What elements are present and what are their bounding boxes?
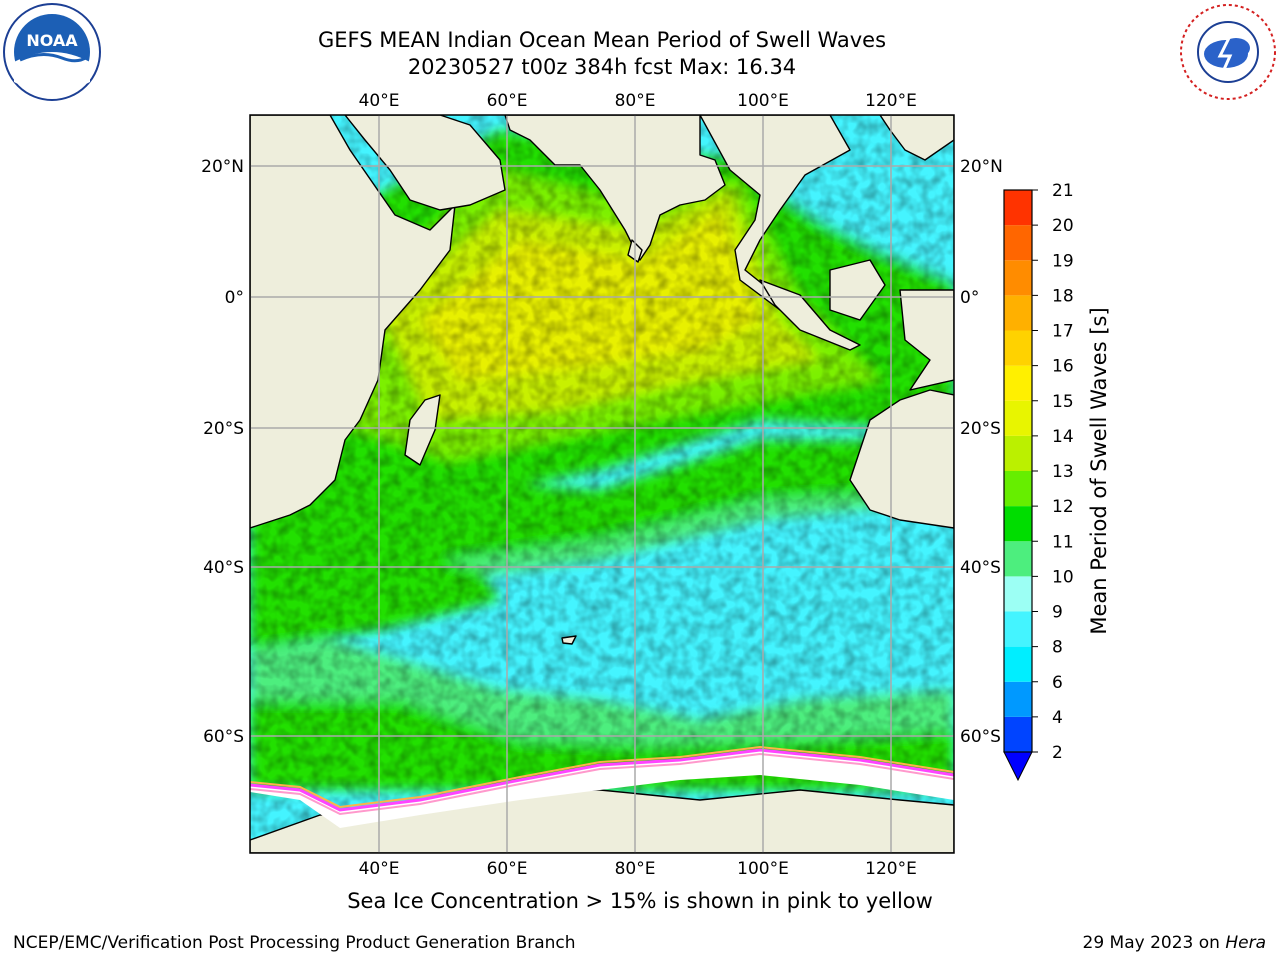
sea-ice-fill: [250, 750, 954, 828]
footer-date: 29 May 2023 on Hera: [1083, 933, 1267, 953]
lat-tick-right-2: 20°S: [960, 419, 1001, 439]
sea-ice-caption: Sea Ice Concentration > 15% is shown in …: [347, 889, 933, 913]
lat-tick-left-4: 60°S: [203, 727, 244, 747]
lon-tick-top-4: 120°E: [865, 91, 917, 111]
colorbar-segment-15: [1004, 190, 1032, 226]
noaa-logo-text: NOAA: [26, 31, 78, 50]
lon-tick-bottom-1: 60°E: [487, 859, 528, 879]
lat-tick-right-3: 40°S: [960, 558, 1001, 578]
land-africa: [250, 115, 456, 529]
colorbar-label: Mean Period of Swell Waves [s]: [1087, 307, 1111, 634]
land-australia: [849, 389, 954, 529]
colorbar-segment-6: [1004, 506, 1032, 542]
colorbar-segment-1: [1004, 681, 1032, 717]
colorbar-tick-label-7: 12: [1052, 497, 1074, 517]
colorbar-tick-label-12: 17: [1052, 322, 1074, 342]
land-madagascar: [404, 394, 441, 466]
colorbar-segment-0: [1004, 716, 1032, 752]
colorbar-segment-10: [1004, 365, 1032, 401]
noaa-logo: NOAA: [3, 3, 101, 101]
lat-tick-left-2: 20°S: [203, 419, 244, 439]
colorbar-segment-13: [1004, 260, 1032, 296]
lon-tick-top-2: 80°E: [615, 91, 656, 111]
lon-tick-bottom-0: 40°E: [359, 859, 400, 879]
colorbar-tick-label-6: 11: [1052, 532, 1074, 552]
colorbar-segment-7: [1004, 471, 1032, 507]
lat-tick-right-0: 20°N: [960, 157, 1003, 177]
colorbar-tick-label-5: 10: [1052, 567, 1074, 587]
colorbar-tick-label-13: 18: [1052, 286, 1074, 306]
lat-tick-right-1: 0°: [960, 288, 979, 308]
colorbar-tick-label-14: 19: [1052, 251, 1074, 271]
colorbar-segment-12: [1004, 295, 1032, 331]
colorbar-tick-label-0: 2: [1052, 743, 1063, 763]
ice-edge-pink: [250, 748, 954, 812]
colorbar-tick-label-10: 15: [1052, 392, 1074, 412]
chart-title: GEFS MEAN Indian Ocean Mean Period of Sw…: [317, 28, 887, 52]
colorbar-tick-label-2: 6: [1052, 673, 1063, 693]
lat-ticks-right: 20°N 0° 20°S 40°S 60°S: [960, 157, 1003, 747]
land-arabia: [344, 115, 506, 211]
land-philippines-indonesia: [879, 115, 954, 161]
colorbar: [1003, 189, 1033, 782]
lat-tick-left-0: 20°N: [201, 157, 244, 177]
colorbar-segment-9: [1004, 400, 1032, 436]
nws-logo: [1180, 4, 1276, 100]
sea-ice-edge: [250, 745, 954, 828]
map-frame: [249, 114, 955, 854]
ice-edge-light-pink: [250, 752, 954, 816]
lon-tick-top-3: 100°E: [737, 91, 789, 111]
lon-tick-bottom-2: 80°E: [615, 859, 656, 879]
lon-ticks-bottom: 40°E 60°E 80°E 100°E 120°E: [359, 859, 917, 879]
colorbar-tick-label-4: 9: [1052, 603, 1063, 623]
lat-tick-right-4: 60°S: [960, 727, 1001, 747]
lon-ticks-top: 40°E 60°E 80°E 100°E 120°E: [359, 91, 917, 111]
colorbar-segment-11: [1004, 330, 1032, 366]
colorbar-extend-arrow: [1003, 751, 1033, 782]
land-kerguelen: [561, 635, 577, 645]
lon-tick-bottom-3: 100°E: [737, 859, 789, 879]
colorbar-segment-4: [1004, 576, 1032, 612]
lat-tick-left-3: 40°S: [203, 558, 244, 578]
colorbar-tick-label-3: 8: [1052, 638, 1063, 658]
land-india: [504, 115, 726, 261]
colorbar-tick-label-15: 20: [1052, 216, 1074, 236]
colorbar-ticks: 2 4 6 8 9 10 11 12 13 14 15 16 17 18 19 20 21: [1032, 181, 1074, 763]
footer-machine: Hera: [1225, 933, 1266, 953]
land-sulawesi-papua: [899, 289, 954, 391]
ice-edge-orange: [250, 745, 954, 809]
colorbar-segment-2: [1004, 646, 1032, 682]
lon-tick-top-0: 40°E: [359, 91, 400, 111]
lon-tick-bottom-4: 120°E: [865, 859, 917, 879]
land-borneo: [829, 259, 886, 321]
lat-ticks-left: 20°N 0° 20°S 40°S 60°S: [201, 157, 244, 747]
footer-date-text: 29 May 2023 on: [1082, 933, 1226, 953]
graticule: [250, 115, 954, 853]
footer-credit: NCEP/EMC/Verification Post Processing Pr…: [13, 933, 576, 953]
colorbar-segment-8: [1004, 435, 1032, 471]
lat-tick-left-1: 0°: [225, 288, 244, 308]
colorbar-segment-3: [1004, 611, 1032, 647]
map-panel: [250, 115, 954, 853]
chart-subtitle: 20230527 t00z 384h fcst Max: 16.34: [407, 55, 797, 79]
colorbar-tick-label-11: 16: [1052, 357, 1074, 377]
colorbar-tick-label-8: 13: [1052, 462, 1074, 482]
colorbar-segment-14: [1004, 225, 1032, 261]
colorbar-tick-label-1: 4: [1052, 708, 1063, 728]
lon-tick-top-1: 60°E: [487, 91, 528, 111]
colorbar-tick-label-16: 21: [1052, 181, 1074, 201]
colorbar-tick-label-9: 14: [1052, 427, 1074, 447]
colorbar-segment-5: [1004, 541, 1032, 577]
